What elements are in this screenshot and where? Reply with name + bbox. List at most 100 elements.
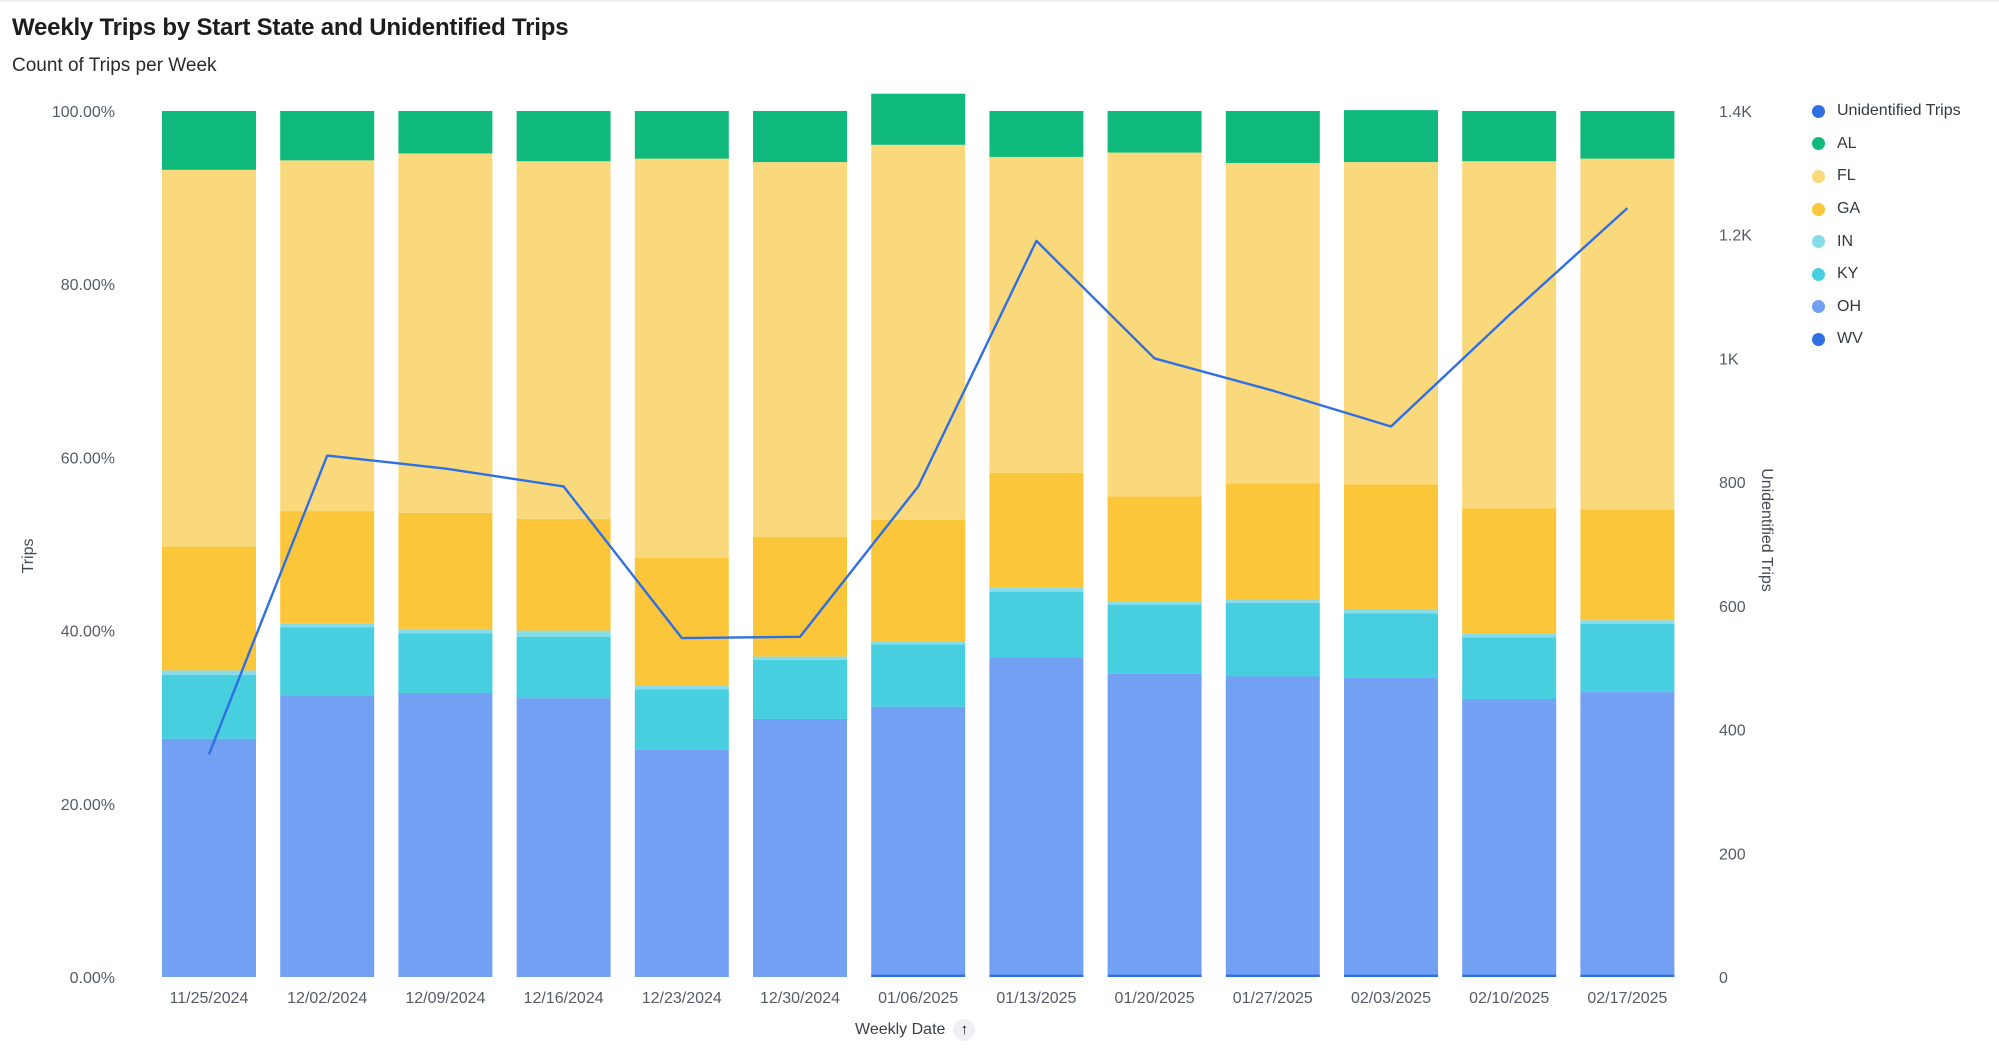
bar-segment-oh-9[interactable] <box>1225 676 1320 975</box>
bar-segment-al-10[interactable] <box>1344 110 1438 163</box>
bar-segment-ga-4[interactable] <box>634 557 729 687</box>
bar-segment-oh-11[interactable] <box>1462 699 1557 975</box>
unidentified-trips-point-1[interactable] <box>324 453 330 459</box>
bar-segment-ky-2[interactable] <box>398 633 493 693</box>
bar-segment-in-1[interactable] <box>280 623 375 628</box>
bar-segment-fl-1[interactable] <box>280 160 375 512</box>
bar-segment-oh-8[interactable] <box>1107 673 1202 975</box>
legend-item-ky[interactable]: KY <box>1812 258 1961 291</box>
bar-segment-oh-10[interactable] <box>1344 677 1438 975</box>
bar-segment-oh-6[interactable] <box>871 706 966 975</box>
bar-segment-al-7[interactable] <box>989 111 1084 157</box>
bar-segment-wv-12[interactable] <box>1580 974 1675 977</box>
legend-item-ga[interactable]: GA <box>1812 193 1961 226</box>
bar-segment-oh-5[interactable] <box>753 718 847 977</box>
bar-segment-oh-0[interactable] <box>162 738 256 977</box>
bar-segment-fl-11[interactable] <box>1462 161 1557 509</box>
legend-item-in[interactable]: IN <box>1812 225 1961 258</box>
unidentified-trips-line[interactable] <box>207 207 1629 755</box>
bar-segment-in-3[interactable] <box>516 630 611 637</box>
bar-segment-oh-2[interactable] <box>398 692 493 977</box>
sort-ascending-icon[interactable]: ↑ <box>953 1019 976 1041</box>
unidentified-trips-point-6[interactable] <box>915 483 921 489</box>
bar-segment-ky-0[interactable] <box>162 674 256 739</box>
bar-segment-fl-4[interactable] <box>634 158 729 558</box>
bar-segment-fl-6[interactable] <box>871 144 966 520</box>
bar-segment-fl-8[interactable] <box>1107 152 1202 497</box>
bar-segment-ga-11[interactable] <box>1462 508 1557 634</box>
bar-segment-ga-9[interactable] <box>1225 483 1320 600</box>
bar-segment-fl-3[interactable] <box>516 161 611 519</box>
unidentified-trips-point-12[interactable] <box>1624 205 1630 211</box>
bar-segment-fl-2[interactable] <box>398 153 493 513</box>
bar-segment-ga-10[interactable] <box>1344 484 1438 609</box>
bar-segment-fl-5[interactable] <box>753 162 847 538</box>
bar-segment-ga-3[interactable] <box>516 518 611 631</box>
bar-segment-fl-9[interactable] <box>1225 162 1320 484</box>
unidentified-trips-point-0[interactable] <box>206 751 212 757</box>
bar-segment-al-4[interactable] <box>634 111 729 159</box>
bar-segment-ky-1[interactable] <box>280 627 375 696</box>
bar-segment-wv-9[interactable] <box>1225 974 1320 977</box>
bar-segment-ky-8[interactable] <box>1107 604 1202 674</box>
bar-segment-fl-12[interactable] <box>1580 158 1675 510</box>
legend-item-wv[interactable]: WV <box>1812 323 1961 356</box>
bar-segment-oh-4[interactable] <box>634 749 729 977</box>
bar-segment-ky-3[interactable] <box>516 636 611 699</box>
bar-segment-in-0[interactable] <box>162 670 256 675</box>
bar-segment-al-9[interactable] <box>1225 111 1320 163</box>
bar-segment-al-0[interactable] <box>162 111 256 170</box>
bar-segment-wv-10[interactable] <box>1344 974 1438 977</box>
bar-segment-al-5[interactable] <box>753 111 847 163</box>
bar-segment-ky-9[interactable] <box>1225 602 1320 677</box>
unidentified-trips-point-7[interactable] <box>1033 238 1039 244</box>
bar-segment-ky-4[interactable] <box>634 689 729 750</box>
bar-segment-oh-7[interactable] <box>989 657 1084 975</box>
bar-segment-in-5[interactable] <box>753 656 847 661</box>
bar-segment-wv-11[interactable] <box>1462 974 1557 977</box>
bar-segment-ky-5[interactable] <box>753 660 847 719</box>
bar-segment-al-2[interactable] <box>398 111 493 154</box>
unidentified-trips-point-9[interactable] <box>1270 388 1276 394</box>
bar-segment-ky-11[interactable] <box>1462 637 1557 700</box>
unidentified-trips-point-10[interactable] <box>1388 423 1394 429</box>
unidentified-trips-point-3[interactable] <box>561 483 567 489</box>
bar-segment-al-6[interactable] <box>871 93 966 145</box>
bar-segment-ky-10[interactable] <box>1344 613 1438 678</box>
bar-segment-in-2[interactable] <box>398 628 493 634</box>
bar-segment-ky-6[interactable] <box>871 644 966 707</box>
bar-segment-in-4[interactable] <box>634 686 729 690</box>
bar-segment-oh-3[interactable] <box>516 698 611 977</box>
bar-segment-ga-2[interactable] <box>398 512 493 629</box>
bar-segment-ga-6[interactable] <box>871 519 966 641</box>
bar-segment-fl-7[interactable] <box>989 156 1084 473</box>
bar-segment-oh-1[interactable] <box>280 695 375 977</box>
bar-segment-al-12[interactable] <box>1580 111 1675 159</box>
bar-segment-al-1[interactable] <box>280 111 375 161</box>
bar-segment-ky-7[interactable] <box>989 591 1084 658</box>
legend-item-oh[interactable]: OH <box>1812 291 1961 324</box>
bar-segment-ga-8[interactable] <box>1107 496 1202 602</box>
bar-segment-ky-12[interactable] <box>1580 623 1675 693</box>
legend-item-fl[interactable]: FL <box>1812 160 1961 193</box>
bar-segment-ga-0[interactable] <box>162 546 256 671</box>
bar-segment-wv-8[interactable] <box>1107 974 1202 977</box>
bar-segment-in-12[interactable] <box>1580 620 1675 624</box>
bar-segment-al-11[interactable] <box>1462 111 1557 162</box>
bar-segment-in-7[interactable] <box>989 587 1084 592</box>
bar-segment-fl-0[interactable] <box>162 169 256 547</box>
bar-segment-in-9[interactable] <box>1225 599 1320 603</box>
unidentified-trips-point-2[interactable] <box>442 466 448 472</box>
bar-segment-in-11[interactable] <box>1462 633 1557 638</box>
bar-segment-al-3[interactable] <box>516 111 611 162</box>
bar-segment-in-6[interactable] <box>871 640 966 645</box>
unidentified-trips-point-5[interactable] <box>797 634 803 640</box>
legend-item-unidentified-trips[interactable]: Unidentified Trips <box>1812 95 1961 128</box>
unidentified-trips-point-8[interactable] <box>1152 355 1158 361</box>
bar-segment-wv-7[interactable] <box>989 974 1084 977</box>
x-axis-title-container[interactable]: Weekly Date ↑ <box>855 1019 976 1041</box>
bar-segment-oh-12[interactable] <box>1580 692 1675 975</box>
bar-segment-ga-7[interactable] <box>989 472 1084 588</box>
bar-segment-ga-12[interactable] <box>1580 509 1675 621</box>
unidentified-trips-point-11[interactable] <box>1506 312 1512 318</box>
